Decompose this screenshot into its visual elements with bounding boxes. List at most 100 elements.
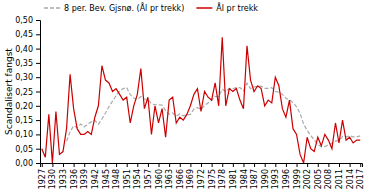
- y-tick-mark: [36, 134, 40, 135]
- y-axis: 0,000,050,100,150,200,250,300,350,400,45…: [15, 16, 40, 168]
- x-tick-label: 1999: [293, 169, 302, 189]
- x-axis: 1927193019331936193919421945194819511954…: [38, 163, 365, 189]
- x-tick-label: 1996: [282, 169, 291, 189]
- y-tick-mark: [36, 149, 40, 150]
- x-tick-label: 1927: [38, 169, 47, 189]
- x-tick-label: 1948: [112, 169, 121, 189]
- series-line: [42, 37, 360, 163]
- chart: 0,000,050,100,150,200,250,300,350,400,45…: [0, 0, 370, 193]
- x-tick: 1927: [38, 163, 47, 189]
- x-axis-line: [41, 164, 363, 168]
- y-axis-line: [36, 21, 41, 164]
- y-tick: 0,20: [15, 102, 40, 111]
- x-tick-mark: [116, 163, 117, 167]
- x-tick-label: 2017: [356, 169, 365, 189]
- x-tick-label: 1966: [176, 169, 185, 189]
- x-tick-label: 1945: [102, 169, 111, 189]
- x-tick-mark: [212, 163, 213, 167]
- y-tick-mark: [36, 120, 40, 121]
- x-tick-label: 2002: [303, 169, 312, 189]
- x-tick: 1996: [282, 163, 291, 189]
- x-tick: 1954: [133, 163, 142, 189]
- x-tick-label: 2014: [346, 169, 355, 189]
- x-tick-mark: [63, 163, 64, 167]
- x-tick-mark: [180, 163, 181, 167]
- x-tick-mark: [254, 163, 255, 167]
- x-tick: 1936: [70, 163, 79, 189]
- x-tick-mark: [190, 163, 191, 167]
- y-tick: 0,10: [15, 130, 40, 139]
- legend-item: Ål pr trekk: [196, 2, 258, 13]
- x-tick-label: 2005: [314, 169, 323, 189]
- x-tick-label: 1939: [80, 169, 89, 189]
- legend-label: 8 per. Bev. Gjsnø. (Ål pr trekk): [64, 2, 184, 13]
- x-tick: 1942: [91, 163, 100, 189]
- x-tick-label: 1954: [133, 169, 142, 189]
- x-tick: 1933: [59, 163, 68, 189]
- x-tick: 1969: [186, 163, 195, 189]
- y-tick-label: 0,50: [15, 16, 33, 25]
- y-tick: 0,05: [15, 145, 40, 154]
- legend-swatch: [44, 7, 60, 9]
- x-tick-mark: [105, 163, 106, 167]
- x-tick-label: 1930: [48, 169, 57, 189]
- y-tick-label: 0,00: [15, 159, 33, 168]
- x-tick: 1972: [197, 163, 206, 189]
- x-tick: 1945: [102, 163, 111, 189]
- x-tick-mark: [137, 163, 138, 167]
- x-tick-mark: [42, 163, 43, 167]
- y-tick-label: 0,40: [15, 45, 33, 54]
- y-tick: 0,15: [15, 116, 40, 125]
- y-tick-mark: [36, 63, 40, 64]
- x-tick: 1987: [250, 163, 259, 189]
- x-tick-label: 1978: [218, 169, 227, 189]
- x-tick: 2017: [356, 163, 365, 189]
- x-tick: 2008: [324, 163, 333, 189]
- x-tick-label: 1957: [144, 169, 153, 189]
- y-tick: 0,00: [15, 159, 40, 168]
- y-tick-mark: [36, 163, 40, 164]
- x-tick-mark: [350, 163, 351, 167]
- x-tick-mark: [52, 163, 53, 167]
- x-tick: 1960: [155, 163, 164, 189]
- legend-item: 8 per. Bev. Gjsnø. (Ål pr trekk): [44, 2, 184, 13]
- y-tick-label: 0,15: [15, 116, 33, 125]
- x-tick-label: 1960: [155, 169, 164, 189]
- x-tick-label: 1984: [240, 169, 249, 189]
- x-tick-label: 1936: [70, 169, 79, 189]
- x-tick: 1999: [293, 163, 302, 189]
- y-tick-mark: [36, 77, 40, 78]
- x-tick: 1951: [123, 163, 132, 189]
- x-tick: 1981: [229, 163, 238, 189]
- x-tick: 1984: [240, 163, 249, 189]
- x-tick-mark: [233, 163, 234, 167]
- x-tick-mark: [127, 163, 128, 167]
- x-tick-mark: [148, 163, 149, 167]
- y-tick: 0,45: [15, 30, 40, 39]
- plot-area: [42, 37, 360, 163]
- x-tick: 1948: [112, 163, 121, 189]
- legend-swatch: [196, 7, 212, 9]
- x-tick: 1990: [261, 163, 270, 189]
- y-axis-title: Scandalisert fangst: [4, 48, 14, 135]
- x-tick: 1966: [176, 163, 185, 189]
- x-tick-mark: [159, 163, 160, 167]
- x-tick: 2002: [303, 163, 312, 189]
- x-tick-mark: [84, 163, 85, 167]
- y-tick-mark: [36, 92, 40, 93]
- x-tick-mark: [339, 163, 340, 167]
- x-tick-mark: [275, 163, 276, 167]
- y-tick-label: 0,10: [15, 130, 33, 139]
- legend: 8 per. Bev. Gjsnø. (Ål pr trekk) Ål pr tr…: [44, 2, 258, 13]
- y-tick-label: 0,20: [15, 102, 33, 111]
- x-tick-label: 1963: [165, 169, 174, 189]
- x-tick: 1975: [208, 163, 217, 189]
- y-tick-mark: [36, 34, 40, 35]
- y-tick-label: 0,05: [15, 145, 33, 154]
- x-tick-label: 2008: [324, 169, 333, 189]
- y-tick-label: 0,45: [15, 30, 33, 39]
- legend-label: Ål pr trekk: [216, 2, 258, 13]
- x-tick-mark: [265, 163, 266, 167]
- x-tick-mark: [169, 163, 170, 167]
- x-tick: 2005: [314, 163, 323, 189]
